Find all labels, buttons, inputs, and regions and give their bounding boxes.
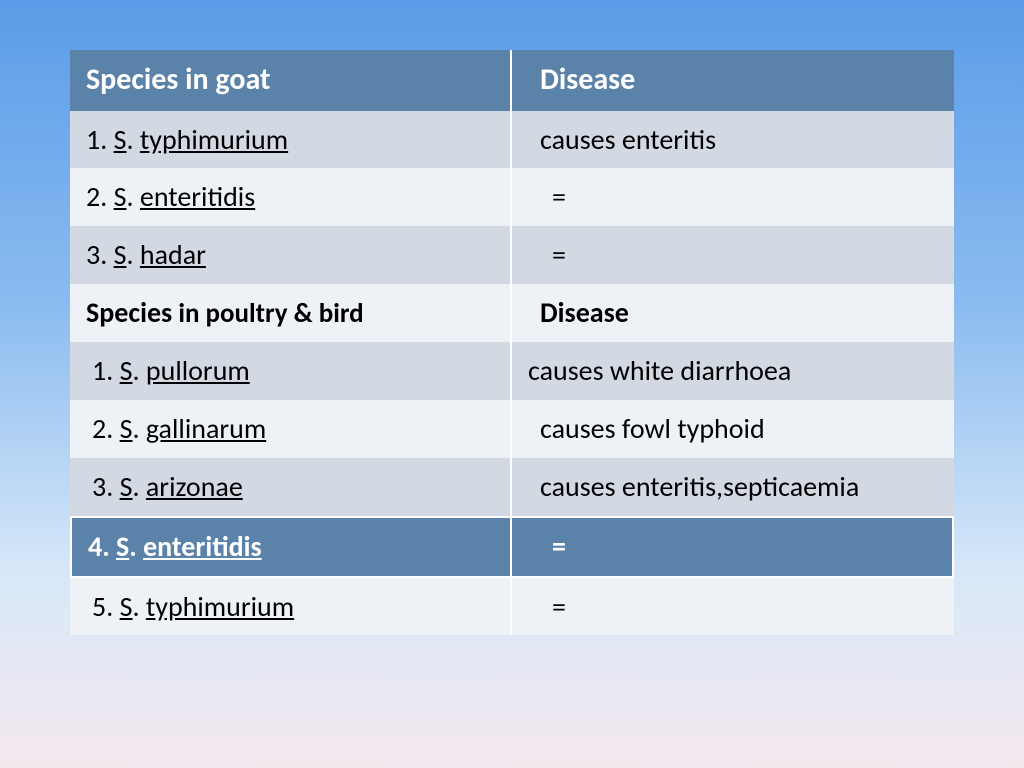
subheader-disease: Disease	[512, 284, 954, 342]
species-name: typhimurium	[140, 122, 288, 157]
disease-cell: causes enteritis	[512, 111, 954, 169]
species-abbr: S	[120, 589, 133, 624]
species-cell: 3. S. arizonae	[70, 458, 512, 516]
table-row: 2. S. enteritidis =	[70, 168, 954, 226]
table-row: 1. S. typhimurium causes enteritis	[70, 111, 954, 169]
header-species: Species in goat	[70, 50, 512, 111]
table-row: 5. S. typhimurium =	[70, 578, 954, 636]
species-cell: 3. S. hadar	[70, 226, 512, 284]
header-disease: Disease	[512, 50, 954, 111]
species-cell: 4. S. enteritidis	[72, 518, 512, 576]
table-row: 3. S. arizonae causes enteritis,septicae…	[70, 458, 954, 516]
species-cell: 2. S. gallinarum	[70, 400, 512, 458]
row-number: 1.	[92, 353, 113, 388]
species-cell: 1. S. typhimurium	[70, 111, 512, 169]
row-number: 2.	[92, 411, 113, 446]
subheader-rest: in poultry & bird	[172, 297, 363, 330]
row-number: 2.	[86, 179, 107, 214]
table-row: 3. S. hadar =	[70, 226, 954, 284]
row-number: 3.	[86, 237, 107, 272]
species-name: gallinarum	[146, 411, 266, 446]
species-abbr: S	[120, 411, 133, 446]
disease-cell: =	[512, 578, 954, 636]
species-abbr: S	[114, 179, 127, 214]
species-cell: 1. S. pullorum	[70, 342, 512, 400]
disease-cell: =	[512, 226, 954, 284]
row-number: 1.	[86, 122, 107, 157]
species-abbr: S	[120, 353, 133, 388]
table-row: 1. S. pullorum causes white diarrhoea	[70, 342, 954, 400]
species-name: enteritidis	[143, 529, 262, 564]
species-disease-table: Species in goat Disease 1. S. typhimuriu…	[70, 50, 954, 635]
species-abbr: S	[114, 237, 127, 272]
row-number: 5.	[92, 589, 113, 624]
table-header-row: Species in goat Disease	[70, 50, 954, 111]
species-name: enteritidis	[140, 179, 255, 214]
row-number: 4	[88, 529, 102, 564]
species-name: arizonae	[146, 469, 243, 504]
disease-cell: causes enteritis,septicaemia	[512, 458, 954, 516]
subheader-species: Species in poultry & bird	[70, 284, 512, 342]
disease-cell: =	[512, 168, 954, 226]
disease-cell: =	[512, 518, 952, 576]
species-name: typhimurium	[146, 589, 294, 624]
species-cell: 5. S. typhimurium	[70, 578, 512, 636]
row-number: 3.	[92, 469, 113, 504]
table-subheader-row: Species in poultry & bird Disease	[70, 284, 954, 342]
subheader-bold: Species	[86, 295, 172, 330]
disease-cell: causes fowl typhoid	[512, 400, 954, 458]
species-name: hadar	[140, 237, 206, 272]
species-abbr: S	[120, 469, 133, 504]
table-row: 2. S. gallinarum causes fowl typhoid	[70, 400, 954, 458]
species-name: pullorum	[146, 353, 250, 388]
species-cell: 2. S. enteritidis	[70, 168, 512, 226]
species-abbr: S	[114, 122, 127, 157]
disease-cell: causes white diarrhoea	[512, 342, 954, 400]
table-row-highlight: 4. S. enteritidis =	[70, 516, 954, 578]
species-abbr: S	[116, 529, 129, 564]
